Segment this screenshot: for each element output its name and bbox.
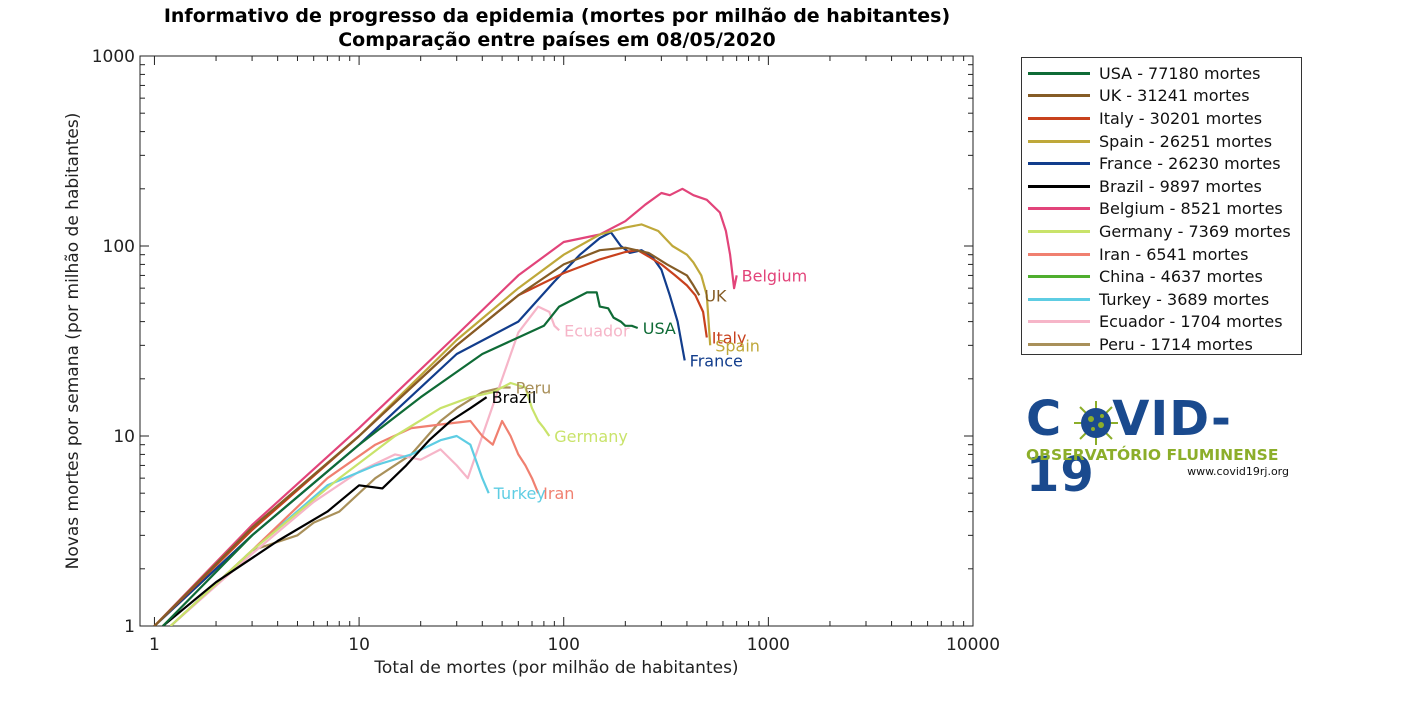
series-line-uk (153, 246, 701, 626)
legend-item-france: France - 26230 mortes (1022, 152, 1301, 175)
legend-item-spain: Spain - 26251 mortes (1022, 130, 1301, 153)
logo-url: www.covid19rj.org (1187, 465, 1289, 478)
legend-label: Brazil - 9897 mortes (1099, 176, 1262, 196)
legend-label: Germany - 7369 mortes (1099, 221, 1291, 241)
x-tick-label: 1 (149, 635, 160, 655)
series-end-label-italy: Italy (712, 328, 747, 347)
plot-frame (139, 55, 974, 627)
series-end-label-france: France (690, 351, 743, 370)
series-line-brazil (162, 396, 488, 626)
legend-swatch (1028, 162, 1090, 166)
series-line-turkey (169, 434, 490, 626)
y-tick-label: 1000 (92, 47, 135, 67)
series-line-germany (169, 381, 551, 626)
series-line-ecuador (169, 305, 560, 626)
legend-swatch (1028, 320, 1090, 324)
legend-label: Italy - 30201 mortes (1099, 108, 1263, 128)
virus-icon (1074, 401, 1118, 445)
legend-swatch (1028, 71, 1090, 75)
legend-swatch (1028, 139, 1090, 143)
logo-subtitle: OBSERVATÓRIO FLUMINENSE (1026, 446, 1279, 464)
logo-word-right: VID-19 (1026, 391, 1232, 503)
legend-label: Ecuador - 1704 mortes (1099, 312, 1283, 332)
legend-label: Iran - 6541 mortes (1099, 244, 1249, 264)
legend-item-china: China - 4637 mortes (1022, 265, 1301, 288)
series-end-label-spain: Spain (715, 336, 760, 355)
series-line-iran (169, 419, 540, 626)
logo-word-left: C (1026, 391, 1063, 447)
legend-item-uk: UK - 31241 mortes (1022, 85, 1301, 108)
legend-item-usa: USA - 77180 mortes (1022, 62, 1301, 85)
x-tick-label: 10000 (946, 635, 1000, 655)
series-end-label-iran: Iran (543, 484, 574, 503)
legend-swatch (1028, 184, 1090, 188)
legend-label: UK - 31241 mortes (1099, 86, 1250, 106)
series-line-usa (162, 291, 639, 626)
series-line-peru (169, 386, 511, 626)
legend-swatch (1028, 252, 1090, 256)
series-end-label-germany: Germany (554, 427, 628, 446)
covid19-logo: C VID-19 OBSERVATÓRIO FLUMINENSE www.covi… (1026, 391, 1291, 503)
y-tick-label: 1 (124, 617, 135, 637)
legend-item-germany: Germany - 7369 mortes (1022, 220, 1301, 243)
legend-swatch (1028, 207, 1090, 211)
x-tick-label: 100 (547, 635, 579, 655)
legend-label: Turkey - 3689 mortes (1099, 289, 1270, 309)
series-end-label-belgium: Belgium (742, 266, 808, 285)
legend-item-iran: Iran - 6541 mortes (1022, 243, 1301, 266)
legend-item-turkey: Turkey - 3689 mortes (1022, 288, 1301, 311)
series-end-label-brazil: Brazil (492, 388, 537, 407)
chart-title-line2: Comparação entre países em 08/05/2020 (338, 29, 776, 51)
legend-item-peru: Peru - 1714 mortes (1022, 333, 1301, 356)
legend-label: China - 4637 mortes (1099, 267, 1263, 287)
legend-label: Spain - 26251 mortes (1099, 131, 1273, 151)
y-tick-label: 100 (103, 237, 135, 257)
legend-swatch (1028, 275, 1090, 279)
legend: USA - 77180 mortes UK - 31241 mortes Italy… (1021, 57, 1302, 355)
y-tick-label: 10 (113, 427, 135, 447)
legend-item-belgium: Belgium - 8521 mortes (1022, 198, 1301, 221)
series-end-label-uk: UK (704, 286, 727, 305)
legend-label: USA - 77180 mortes (1099, 63, 1261, 83)
legend-label: Belgium - 8521 mortes (1099, 199, 1283, 219)
legend-swatch (1028, 94, 1090, 98)
legend-label: France - 26230 mortes (1099, 154, 1281, 174)
legend-swatch (1028, 229, 1090, 233)
legend-item-italy: Italy - 30201 mortes (1022, 107, 1301, 130)
legend-label: Peru - 1714 mortes (1099, 334, 1253, 354)
y-axis-label: Novas mortes por semana (por milhão de h… (63, 113, 83, 570)
legend-swatch (1028, 116, 1090, 120)
legend-item-ecuador: Ecuador - 1704 mortes (1022, 311, 1301, 334)
chart-title-line1: Informativo de progresso da epidemia (mo… (163, 5, 951, 27)
series-end-label-usa: USA (643, 319, 676, 338)
series-end-label-turkey: Turkey (493, 484, 546, 503)
legend-swatch (1028, 297, 1090, 301)
x-tick-label: 1000 (747, 635, 790, 655)
legend-item-brazil: Brazil - 9897 mortes (1022, 175, 1301, 198)
series-line-spain (153, 223, 712, 626)
series-end-label-ecuador: Ecuador (564, 321, 630, 340)
legend-swatch (1028, 342, 1090, 346)
x-axis-label: Total de mortes (por milhão de habitante… (373, 658, 738, 678)
series-end-label-peru: Peru (516, 378, 552, 397)
x-tick-label: 10 (348, 635, 370, 655)
series-line-belgium (153, 187, 738, 626)
